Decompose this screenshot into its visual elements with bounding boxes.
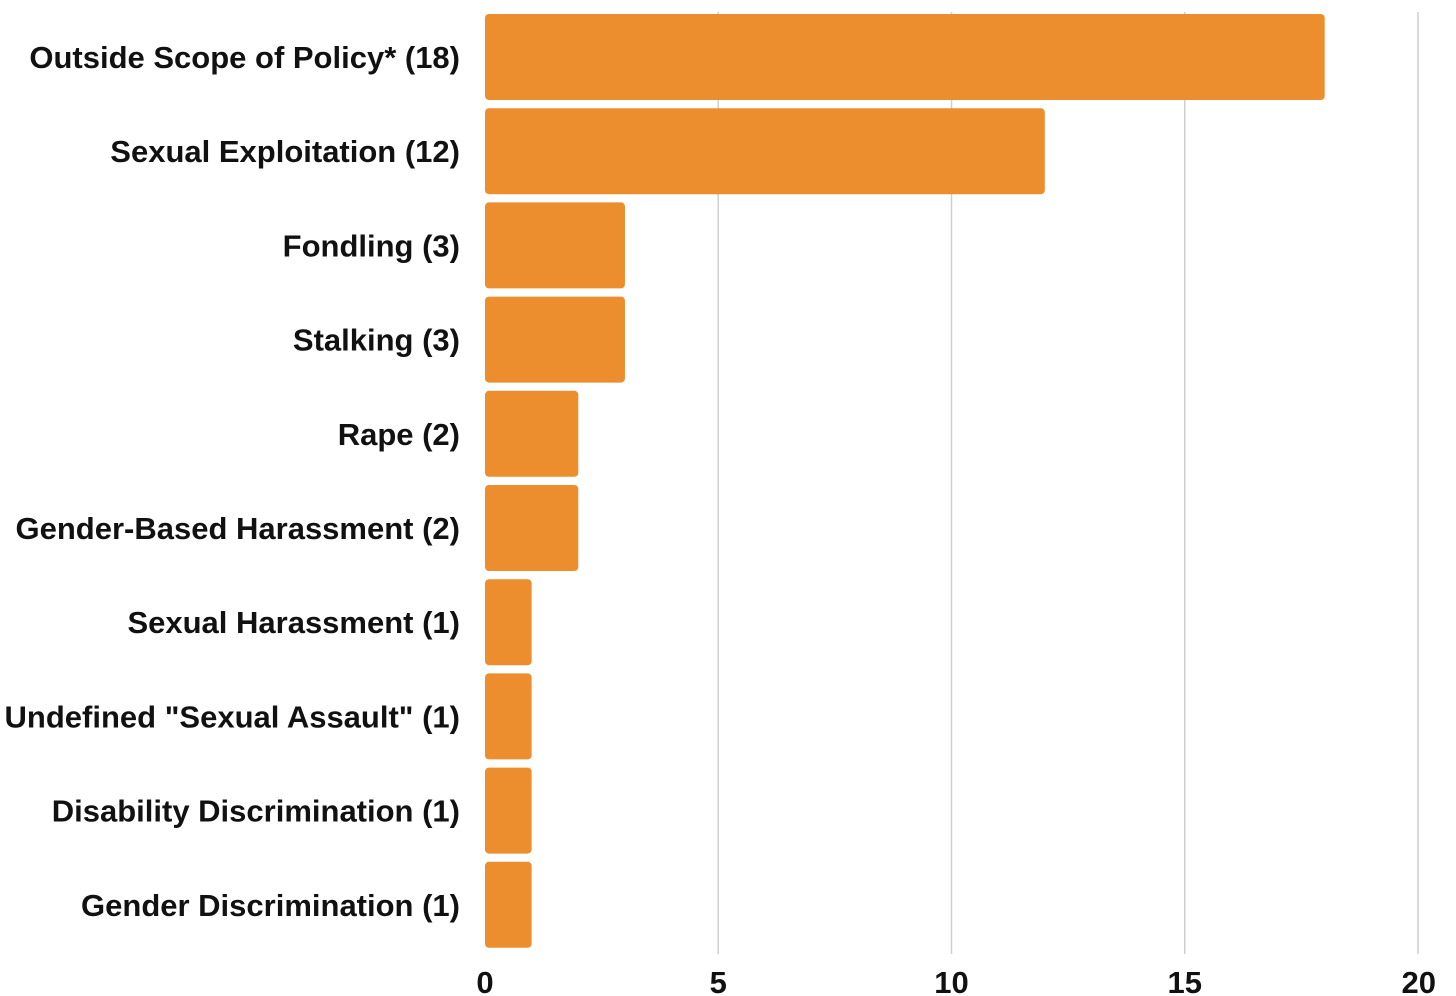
- category-label: Sexual Harassment (1): [127, 605, 460, 640]
- bar: [485, 296, 625, 383]
- category-label: Undefined "Sexual Assault" (1): [5, 699, 460, 734]
- category-label: Sexual Exploitation (12): [110, 134, 460, 169]
- bar: [485, 390, 579, 477]
- bar: [485, 579, 532, 666]
- x-axis-ticks: 0 5 10 15 20: [476, 965, 1436, 996]
- bars: [485, 14, 1325, 948]
- x-tick-label: 5: [710, 965, 727, 996]
- bar: [485, 202, 625, 289]
- category-label: Gender Discrimination (1): [81, 888, 460, 923]
- bar: [485, 861, 532, 948]
- category-label: Outside Scope of Policy* (18): [29, 40, 460, 75]
- x-tick-label: 10: [934, 965, 968, 996]
- bar: [485, 108, 1045, 195]
- category-label: Rape (2): [338, 417, 460, 452]
- x-tick-label: 15: [1168, 965, 1202, 996]
- bar: [485, 767, 532, 854]
- category-label: Fondling (3): [283, 228, 460, 263]
- category-label: Disability Discrimination (1): [52, 794, 460, 829]
- bar: [485, 485, 579, 571]
- category-labels: Outside Scope of Policy* (18) Sexual Expl…: [5, 40, 460, 923]
- category-label: Gender-Based Harassment (2): [16, 511, 461, 546]
- x-tick-label: 0: [476, 965, 493, 996]
- bar: [485, 673, 532, 760]
- bar: [485, 14, 1325, 100]
- category-label: Stalking (3): [293, 323, 460, 358]
- x-tick-label: 20: [1402, 965, 1436, 996]
